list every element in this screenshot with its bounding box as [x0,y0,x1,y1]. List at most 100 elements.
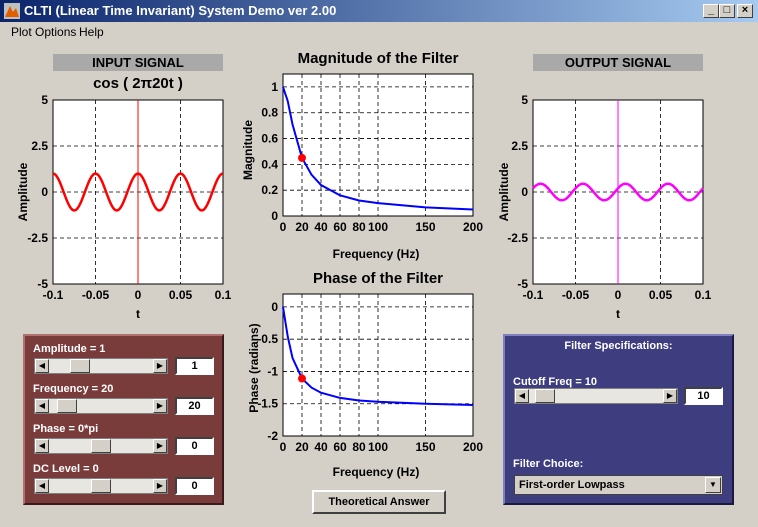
cutoff-label: Cutoff Freq = 10 [513,376,598,388]
amplitude-left-arrow-icon[interactable]: ◀ [35,359,49,373]
dc-slider-thumb[interactable] [91,479,111,493]
output-xtick-label: -0.1 [523,288,544,302]
phase-left-arrow-icon[interactable]: ◀ [35,439,49,453]
input-signal-plot: -0.1 -0.05 0 0.05 0.1 5 2.5 0 -2.5 -5 [27,93,231,302]
input-signal-header: INPUT SIGNAL [53,54,223,71]
maximize-button[interactable]: □ [719,4,735,18]
amplitude-slider-thumb[interactable] [70,359,90,373]
magnitude-xlabel: Frequency (Hz) [333,247,420,261]
input-formula: cos ( 2π20t ) [93,75,183,92]
input-signal-curve [52,172,224,212]
phase-slider[interactable]: ◀ ▶ [34,438,168,454]
amplitude-right-arrow-icon[interactable]: ▶ [153,359,167,373]
phase-ytick-label: -2 [267,429,278,443]
signal-controls-panel: Amplitude = 1 ◀ ▶ 1 Frequency = 20 ◀ ▶ 2… [23,334,224,505]
dc-level-slider[interactable]: ◀ ▶ [34,478,168,494]
phase-ytick-label: -1.5 [257,397,278,411]
phase-xtick-label: 200 [463,440,483,454]
phase-plot-title: Phase of the Filter [312,270,444,287]
frequency-slider-thumb[interactable] [57,399,78,413]
magnitude-xtick-label: 200 [463,220,483,234]
output-xtick-label: 0.05 [649,288,673,302]
input-xtick-label: -0.05 [82,288,110,302]
magnitude-xtick-label: 0 [280,220,287,234]
frequency-input[interactable]: 20 [175,397,214,415]
theoretical-answer-button[interactable]: Theoretical Answer [312,490,446,514]
magnitude-ytick-label: 1 [271,80,278,94]
dc-level-input[interactable]: 0 [175,477,214,495]
phase-ytick-label: 0 [271,300,278,314]
filter-choice-label: Filter Choice: [513,458,584,470]
magnitude-xtick-label: 20 [295,220,309,234]
window-title: CLTI (Linear Time Invariant) System Demo… [24,3,337,18]
magnitude-plot-title: Magnitude of the Filter [297,50,459,67]
phase-ytick-label: -0.5 [257,332,278,346]
cutoff-left-arrow-icon[interactable]: ◀ [515,389,529,403]
input-ylabel: Amplitude [16,162,30,221]
close-button[interactable]: × [737,4,753,18]
output-signal-plot: -0.1 -0.05 0 0.05 0.1 5 2.5 0 -2.5 -5 [507,93,711,302]
input-xtick-label: 0 [135,288,142,302]
dc-right-arrow-icon[interactable]: ▶ [153,479,167,493]
phase-xtick-label: 60 [333,440,347,454]
filter-spec-header: Filter Specifications: [564,340,673,352]
output-signal-curve [532,182,704,202]
magnitude-ytick-label: 0 [271,209,278,223]
input-ytick-label: 0 [41,185,48,199]
menu-plot-options[interactable]: Plot Options [11,25,77,39]
input-ytick-label: -5 [37,277,48,291]
dc-left-arrow-icon[interactable]: ◀ [35,479,49,493]
output-xtick-label: 0.1 [695,288,712,302]
frequency-right-arrow-icon[interactable]: ▶ [153,399,167,413]
phase-slider-thumb[interactable] [91,439,111,453]
magnitude-xtick-label: 100 [368,220,388,234]
phase-response-curve [282,306,474,407]
menu-help[interactable]: Help [79,25,104,39]
dropdown-arrow-icon[interactable]: ▼ [705,477,721,493]
output-ytick-label: 2.5 [511,139,528,153]
magnitude-xtick-label: 60 [333,220,347,234]
phase-ylabel: Phase (radians) [247,323,261,412]
phase-xlabel: Frequency (Hz) [333,465,420,479]
menu-bar: Plot Options Help [0,22,758,42]
input-ytick-label: -2.5 [27,231,48,245]
output-signal-header: OUTPUT SIGNAL [533,54,703,71]
phase-input[interactable]: 0 [175,437,214,455]
phase-xtick-label: 40 [314,440,328,454]
amplitude-input[interactable]: 1 [175,357,214,375]
phase-label: Phase = 0*pi [33,423,99,435]
title-bar: CLTI (Linear Time Invariant) System Demo… [0,0,758,22]
phase-xtick-label: 80 [352,440,366,454]
magnitude-ytick-label: 0.6 [261,132,278,146]
magnitude-ytick-label: 0.8 [261,106,278,120]
filter-choice-select[interactable]: First-order Lowpass ▼ [514,475,723,495]
frequency-slider[interactable]: ◀ ▶ [34,398,168,414]
frequency-label: Frequency = 20 [33,383,114,395]
input-ytick-label: 5 [41,93,48,107]
magnitude-plot: 0 20 40 60 80 100 150 200 1 0.8 0.6 0.4 0.2 0 [261,73,483,234]
output-ytick-label: -5 [517,277,528,291]
magnitude-response-curve [282,86,474,211]
dc-level-label: DC Level = 0 [33,463,99,475]
filter-choice-value: First-order Lowpass [519,479,625,491]
output-ylabel: Amplitude [497,162,511,221]
cutoff-right-arrow-icon[interactable]: ▶ [663,389,677,403]
output-xlabel: t [616,307,620,321]
amplitude-slider[interactable]: ◀ ▶ [34,358,168,374]
cutoff-slider[interactable]: ◀ ▶ [514,388,678,404]
output-xtick-label: -0.05 [562,288,590,302]
input-xtick-label: 0.05 [169,288,193,302]
phase-marker [298,374,306,383]
input-xlabel: t [136,307,140,321]
minimize-button[interactable]: _ [703,4,719,18]
magnitude-ytick-label: 0.4 [261,157,278,171]
cutoff-input[interactable]: 10 [684,387,723,405]
phase-plot: 0 20 40 60 80 100 150 200 0 -0.5 -1 -1.5 -2 [257,293,483,454]
input-xtick-label: -0.1 [43,288,64,302]
output-ytick-label: 0 [521,185,528,199]
phase-right-arrow-icon[interactable]: ▶ [153,439,167,453]
cutoff-slider-thumb[interactable] [534,389,555,403]
matlab-app-icon [4,3,20,19]
frequency-left-arrow-icon[interactable]: ◀ [35,399,49,413]
phase-xtick-label: 100 [368,440,388,454]
